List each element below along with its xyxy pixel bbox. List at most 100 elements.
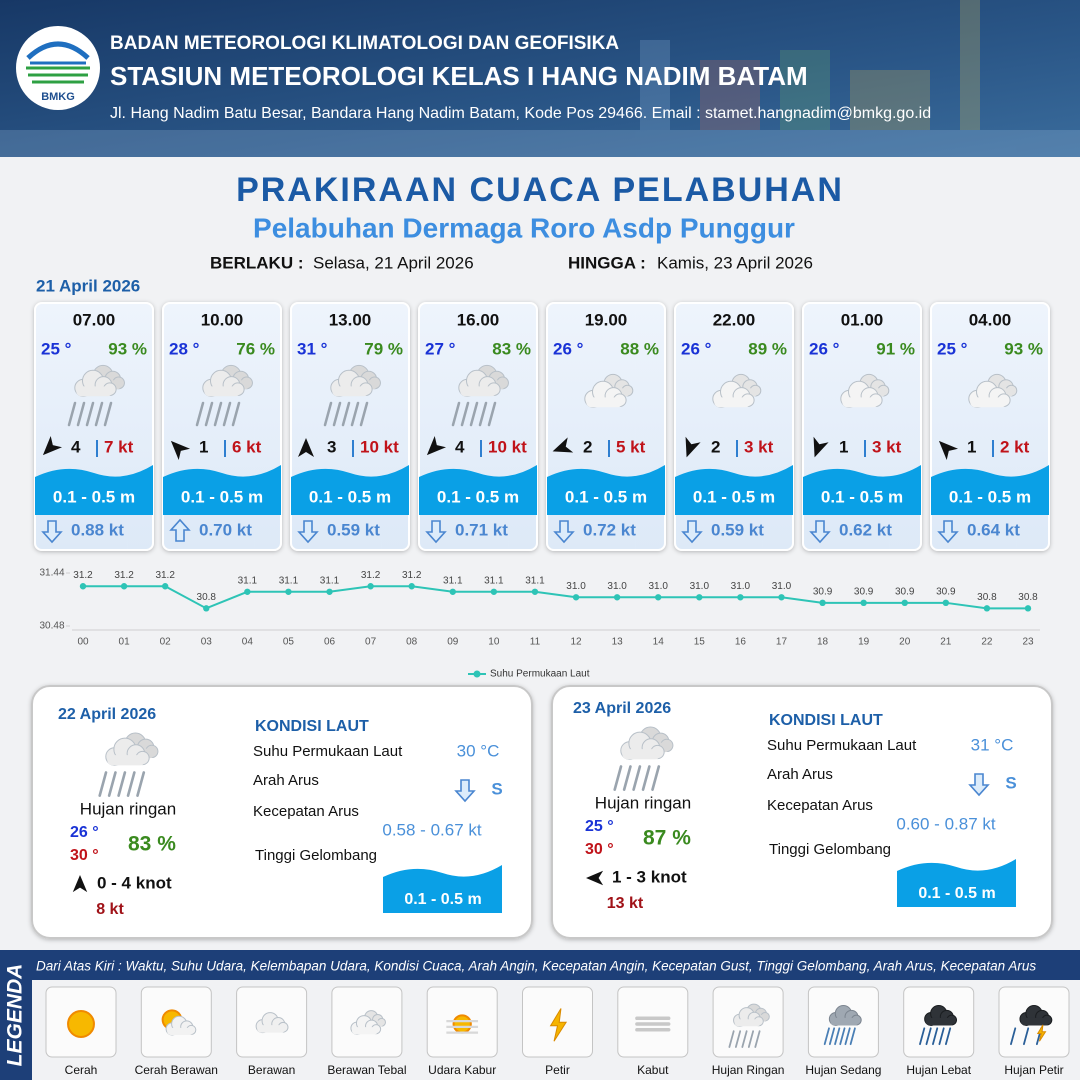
wind-arrow (42, 435, 63, 456)
sst-point (901, 599, 908, 607)
x-tick-label: 01 (119, 637, 131, 648)
sst-point (490, 588, 498, 595)
rain-streak (107, 771, 117, 797)
y-tick-label: 31.44 (39, 568, 64, 579)
weather-icon (712, 373, 762, 408)
sst-point (531, 588, 539, 595)
slot-wind-speed: 3 (327, 437, 336, 456)
slot-humidity: 93 % (108, 339, 147, 358)
day-wave: 0.1 - 0.5 m (404, 891, 481, 908)
weather-icon (635, 1016, 671, 1032)
slot-wind-speed: 4 (455, 437, 465, 456)
slot-temperature: 31 ° (297, 339, 328, 358)
rain-streak (117, 771, 127, 797)
weather-icon (67, 364, 125, 427)
legend-item: Hujan Lebat (906, 1063, 971, 1077)
sst-point (161, 583, 169, 590)
legend-item: Berawan (248, 1063, 295, 1077)
cloud-base (622, 749, 661, 760)
current-arrow (169, 518, 191, 542)
rain-streak (85, 401, 95, 427)
weather-icon (451, 364, 509, 427)
rain-streak (195, 401, 205, 427)
legend-item: Cerah (65, 1063, 98, 1077)
x-tick-label: 00 (77, 637, 89, 648)
wave-shape (803, 465, 921, 515)
slot-time: 01.00 (841, 310, 884, 329)
current-speed-label: Kecepatan Arus (767, 797, 873, 814)
slot-time: 13.00 (329, 310, 372, 329)
rain-streak (622, 765, 632, 791)
cloud-base (1021, 1017, 1050, 1026)
rain-streak (487, 401, 497, 427)
logo-arc (26, 41, 90, 60)
rain-streak (938, 1027, 945, 1046)
slot-current: 0.59 kt (327, 520, 380, 539)
data-label: 31.2 (114, 570, 134, 581)
rain-streak (747, 1030, 755, 1048)
slot-gust: 10 kt (488, 437, 527, 456)
wave-shape (931, 465, 1049, 515)
x-tick-label: 12 (570, 637, 582, 648)
day-date: 23 April 2026 (573, 700, 671, 717)
rain-streak (834, 1027, 841, 1046)
rain-streak (844, 1027, 851, 1046)
wind-arrow (938, 440, 959, 461)
wave-shape (35, 465, 153, 515)
wind-arrow (72, 875, 88, 893)
valid-to: Kamis, 23 April 2026 (657, 253, 813, 272)
weather-icon (840, 373, 890, 408)
subtitle: Pelabuhan Dermaga Roro Asdp Punggur (253, 212, 795, 243)
day-wind: 0 - 4 knot (97, 873, 172, 892)
cloud-base (332, 386, 369, 397)
slot-time: 16.00 (457, 310, 500, 329)
rain-streak (341, 401, 351, 427)
legend-item: Hujan Sedang (805, 1063, 881, 1077)
current-dir-label: Arah Arus (253, 772, 319, 789)
sst-point (696, 594, 703, 601)
slot-temperature: 28 ° (169, 339, 200, 358)
valid-from-label: BERLAKU : (210, 253, 304, 272)
data-label: 31.2 (361, 570, 381, 581)
cloud-base (167, 1027, 194, 1035)
data-label: 31.0 (690, 581, 710, 592)
rain-streak (641, 765, 651, 791)
slot-humidity: 91 % (876, 339, 915, 358)
current-dir-label: Arah Arus (767, 766, 833, 783)
slot-wave: 0.1 - 0.5 m (949, 487, 1031, 506)
sst-point (942, 599, 950, 607)
legend-item: Hujan Petir (1004, 1063, 1063, 1077)
data-label: 30.9 (854, 586, 874, 597)
rain-streak (231, 401, 241, 427)
slot-wave: 0.1 - 0.5 m (821, 487, 903, 506)
today-date: 21 April 2026 (36, 276, 140, 295)
sst-value: 31 °C (971, 735, 1014, 754)
data-label: 31.2 (155, 570, 175, 581)
wind-arrow (813, 436, 829, 458)
current-arrow (681, 520, 703, 544)
rain-streak (849, 1027, 856, 1046)
sun (452, 1014, 472, 1034)
slot-wave: 0.1 - 0.5 m (437, 487, 519, 506)
slot-temperature: 25 ° (937, 339, 968, 358)
sst-point (79, 583, 87, 590)
cloud-base (714, 397, 751, 408)
data-label: 31.0 (566, 581, 586, 592)
x-tick-label: 21 (940, 637, 952, 648)
sst-line (83, 585, 1028, 610)
station-name: STASIUN METEOROLOGI KELAS I HANG NADIM B… (110, 61, 808, 91)
current-arrow (937, 520, 959, 544)
day-temp-max: 30 ° (585, 841, 614, 858)
current-arrow (809, 520, 831, 544)
valid-from: Selasa, 21 April 2026 (313, 253, 474, 272)
weather-icon (350, 1010, 386, 1035)
x-tick-label: 06 (324, 637, 336, 648)
rain-streak (1010, 1027, 1017, 1046)
address: Jl. Hang Nadim Batu Besar, Bandara Hang … (110, 105, 931, 122)
slot-current: 0.64 kt (967, 520, 1020, 539)
wave-shape (419, 465, 537, 515)
wind-arrow (585, 870, 604, 886)
cloud-base (586, 397, 623, 408)
current-arrow (968, 773, 990, 797)
